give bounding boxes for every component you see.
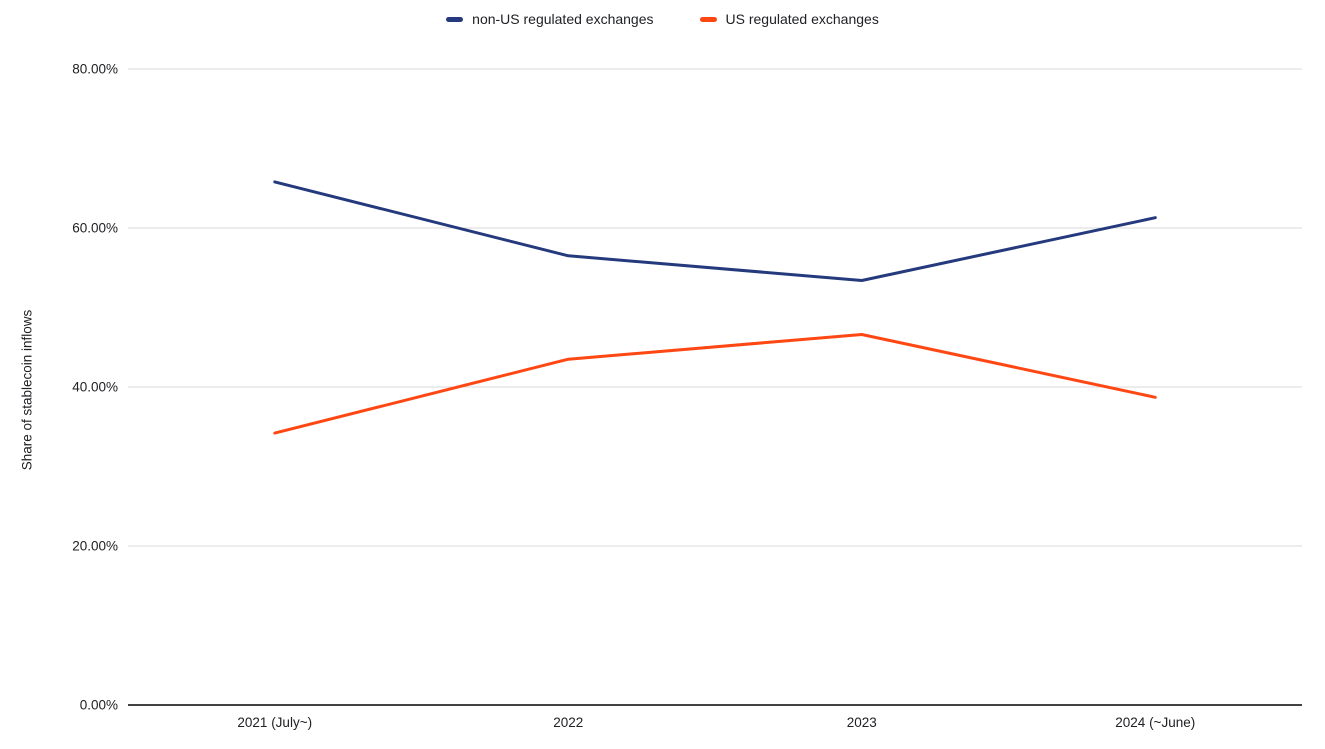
series-line-non-us [273,180,1157,282]
legend-item-non-us-regulated-exchanges: non-US regulated exchanges [446,8,654,30]
y-axis-title: Share of stablecoin inflows [19,309,35,471]
legend-swatch-us-icon [699,16,717,22]
x-tick-label: 2022 [553,715,583,730]
series-line-us [273,333,1157,435]
legend-swatch-non-us-icon [446,16,464,22]
chart-legend: non-US regulated exchanges US regulated … [0,8,1325,30]
y-tick-label: 40.00% [72,380,118,395]
legend-label-us: US regulated exchanges [725,11,879,27]
y-tick-label: 0.00% [80,698,118,713]
x-tick-label: 2021 (July~) [237,715,312,730]
y-tick-label: 60.00% [72,221,118,236]
y-tick-label: 20.00% [72,539,118,554]
legend-item-us-regulated-exchanges: US regulated exchanges [699,8,879,30]
legend-label-non-us: non-US regulated exchanges [472,11,654,27]
x-tick-label: 2023 [847,715,877,730]
x-tick-label: 2024 (~June) [1115,715,1195,730]
y-tick-label: 80.00% [72,62,118,77]
